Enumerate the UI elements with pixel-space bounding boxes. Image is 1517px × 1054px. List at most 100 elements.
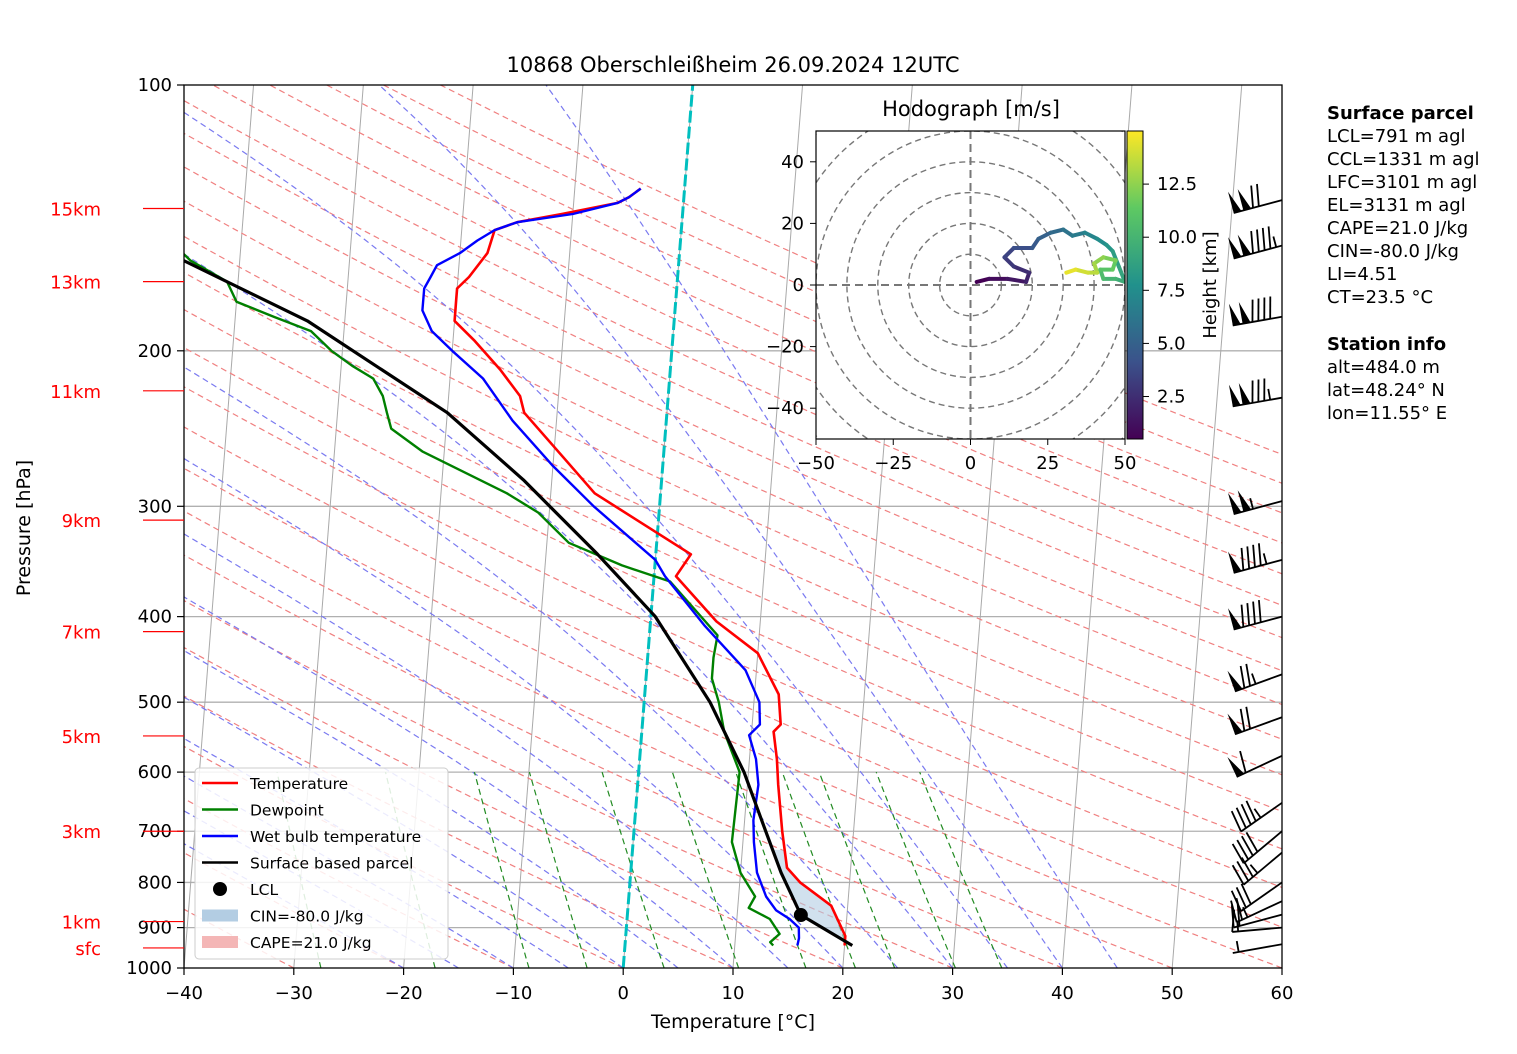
isotherm-line xyxy=(732,85,804,968)
dry-adiabat-line xyxy=(383,85,1282,484)
wind-barb xyxy=(1228,226,1283,260)
station-info-line: lat=48.24° N xyxy=(1327,380,1445,401)
mixing-ratio-line xyxy=(735,771,807,968)
surface-parcel-line: CCL=1331 m agl xyxy=(1327,149,1480,170)
station-info-line: lon=11.55° E xyxy=(1327,403,1448,424)
moist-adiabat-line xyxy=(184,596,734,968)
hodograph-segment xyxy=(1073,267,1090,275)
hodograph-segment xyxy=(1048,227,1066,235)
temperature-tick-label: −40 xyxy=(165,983,203,1004)
dry-adiabat-line xyxy=(184,235,1282,740)
legend-label: Surface based parcel xyxy=(250,855,413,873)
isotherm-line xyxy=(512,85,584,968)
legend-item: CAPE=21.0 J/kg xyxy=(202,934,372,952)
pressure-tick-label: 300 xyxy=(138,496,172,517)
dry-adiabat-line xyxy=(184,554,1063,968)
hodograph-segment xyxy=(1064,267,1078,275)
dry-adiabat-line xyxy=(184,200,1282,706)
colorbar-tick-label: 5.0 xyxy=(1157,333,1186,354)
hodograph-colorbar xyxy=(1126,130,1144,440)
hodograph-segment xyxy=(1116,264,1125,284)
colorbar-tick-label: 10.0 xyxy=(1157,227,1197,248)
moist-adiabat-line xyxy=(545,85,1118,968)
height-marker-label: 7km xyxy=(62,623,101,644)
mixing-ratio-line xyxy=(528,771,588,968)
x-axis-label: Temperature [°C] xyxy=(650,1011,815,1033)
mixing-ratio-line xyxy=(875,771,956,968)
mixing-ratio-line xyxy=(473,771,530,968)
legend-swatch xyxy=(213,882,227,896)
surface-parcel-line: LCL=791 m agl xyxy=(1327,126,1466,147)
hodograph: Hodograph [m/s] −50 −25 0 25 50 −40 −20 0 20 40 2.5… xyxy=(766,97,1221,474)
dry-adiabat-line xyxy=(184,271,1282,776)
mixing-ratio-line xyxy=(671,771,740,968)
moist-adiabat-line xyxy=(184,533,789,968)
legend-label: Wet bulb temperature xyxy=(250,828,421,846)
pressure-tick-label: 600 xyxy=(138,762,172,783)
legend-swatch xyxy=(202,909,238,922)
colorbar-tick-label: 2.5 xyxy=(1157,387,1186,408)
temperature-tick-label: 60 xyxy=(1271,983,1294,1004)
y-axis-label: Pressure [hPa] xyxy=(13,460,35,596)
temperature-tick-label: −10 xyxy=(494,983,532,1004)
pressure-tick-label: 100 xyxy=(138,75,172,96)
mixing-ratio-line xyxy=(781,771,856,968)
height-marker-label: 13km xyxy=(50,273,101,294)
dry-adiabat-line xyxy=(184,132,1282,639)
legend-item: Wet bulb temperature xyxy=(202,828,421,846)
moist-adiabat-line xyxy=(184,253,954,968)
wind-barb xyxy=(1228,490,1283,515)
legend-label: Temperature xyxy=(249,775,348,793)
hodograph-background xyxy=(816,131,1125,439)
surface-parcel-line: LI=4.51 xyxy=(1327,264,1398,285)
hodograph-segment xyxy=(1082,230,1100,241)
wind-barb xyxy=(1228,183,1283,214)
height-marker-label: 9km xyxy=(62,511,101,532)
temperature-tick-label: 10 xyxy=(722,983,745,1004)
pressure-tick-label: 800 xyxy=(138,872,172,893)
wind-barb xyxy=(1232,940,1283,954)
wet-bulb-line xyxy=(421,187,801,946)
temperature-tick-label: 50 xyxy=(1161,983,1184,1004)
dry-adiabat-line xyxy=(184,386,1282,889)
colorbar-tick-label: 7.5 xyxy=(1157,280,1186,301)
dry-adiabat-line xyxy=(184,745,624,968)
mixing-ratio-line xyxy=(818,771,896,968)
mixing-ratio-line xyxy=(919,771,1003,968)
dry-adiabat-line xyxy=(184,346,1282,850)
cin-shading xyxy=(772,849,853,946)
wind-barb xyxy=(1231,851,1283,886)
hodograph-x-tick-label: 25 xyxy=(1036,453,1059,474)
dry-adiabat-line xyxy=(184,599,953,968)
legend-item: CIN=-80.0 J/kg xyxy=(202,908,364,926)
legend-swatch xyxy=(202,936,238,948)
surface-parcel-line: EL=3131 m agl xyxy=(1327,195,1466,216)
hodograph-segment xyxy=(1070,230,1087,238)
dry-adiabat-line xyxy=(184,467,1282,968)
hodograph-y-tick-label: 0 xyxy=(793,275,804,296)
legend-label: Dewpoint xyxy=(250,802,324,820)
moist-adiabat-line xyxy=(184,366,899,968)
hodograph-segment xyxy=(1011,264,1032,275)
legend-item: Temperature xyxy=(202,775,348,793)
hodograph-segment xyxy=(1005,276,1029,284)
height-marker-label: 15km xyxy=(50,200,101,221)
height-marker-label: 3km xyxy=(62,822,101,843)
legend-label: CAPE=21.0 J/kg xyxy=(250,934,372,952)
colorbar-label: Height [km] xyxy=(1200,231,1221,338)
dry-adiabat-line xyxy=(184,426,1282,928)
pressure-tick-label: 900 xyxy=(138,918,172,939)
pressure-tick-label: 1000 xyxy=(126,958,172,979)
height-marker-label: 5km xyxy=(62,727,101,748)
hodograph-y-tick-label: −20 xyxy=(766,337,804,358)
wind-barb xyxy=(1231,909,1283,933)
temperature-tick-label: −30 xyxy=(275,983,313,1004)
hodograph-segment xyxy=(974,276,992,284)
temperature-tick-label: 0 xyxy=(617,983,628,1004)
surface-parcel-title: Surface parcel xyxy=(1327,103,1474,124)
surface-parcel-line: CIN=-80.0 J/kg xyxy=(1327,241,1459,262)
legend-box xyxy=(194,767,449,960)
hodograph-segment xyxy=(1101,255,1118,263)
pressure-tick-label: 400 xyxy=(138,607,172,628)
wind-barb xyxy=(1230,800,1283,833)
